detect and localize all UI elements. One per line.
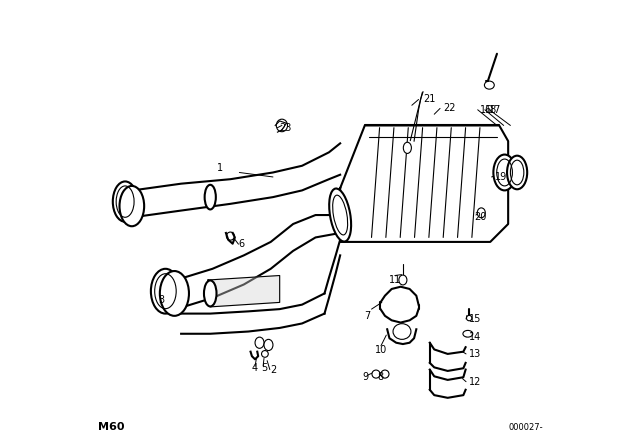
Text: 8: 8 (378, 372, 383, 382)
Ellipse shape (160, 271, 189, 316)
Ellipse shape (151, 269, 180, 314)
Text: 6: 6 (239, 239, 244, 249)
Text: 5: 5 (261, 363, 267, 373)
Ellipse shape (463, 331, 473, 337)
Text: 21: 21 (423, 95, 435, 104)
Text: 17: 17 (490, 105, 502, 115)
Ellipse shape (329, 189, 351, 241)
Ellipse shape (477, 208, 485, 218)
Ellipse shape (264, 340, 273, 350)
Text: 2: 2 (270, 365, 276, 375)
Text: 7: 7 (364, 311, 370, 321)
Text: 12: 12 (469, 377, 481, 387)
Text: 19: 19 (495, 172, 507, 182)
Text: 000027-: 000027- (508, 423, 543, 432)
Ellipse shape (493, 155, 516, 190)
Ellipse shape (467, 315, 472, 321)
Text: 1: 1 (217, 163, 223, 173)
Polygon shape (208, 276, 280, 307)
Text: 23: 23 (280, 123, 292, 133)
Ellipse shape (255, 337, 264, 349)
Ellipse shape (120, 186, 144, 226)
Ellipse shape (372, 370, 380, 378)
Ellipse shape (113, 181, 138, 222)
Ellipse shape (204, 280, 216, 306)
Text: 11: 11 (389, 275, 402, 285)
Text: 16: 16 (481, 105, 493, 115)
Text: 9: 9 (362, 372, 368, 382)
Text: M60: M60 (99, 422, 125, 432)
Text: 4: 4 (252, 363, 257, 373)
Text: 10: 10 (374, 345, 387, 355)
Ellipse shape (262, 350, 268, 358)
Ellipse shape (381, 370, 389, 378)
Text: 3: 3 (158, 295, 164, 305)
Text: 14: 14 (469, 332, 481, 342)
Ellipse shape (399, 275, 407, 285)
Text: 22: 22 (443, 103, 456, 113)
Text: 13: 13 (469, 349, 481, 359)
Polygon shape (340, 125, 508, 242)
Ellipse shape (205, 185, 216, 209)
Ellipse shape (507, 156, 527, 190)
Ellipse shape (403, 142, 412, 153)
Text: 20: 20 (475, 212, 487, 222)
Text: 15: 15 (469, 314, 481, 324)
Text: 18: 18 (485, 105, 497, 115)
